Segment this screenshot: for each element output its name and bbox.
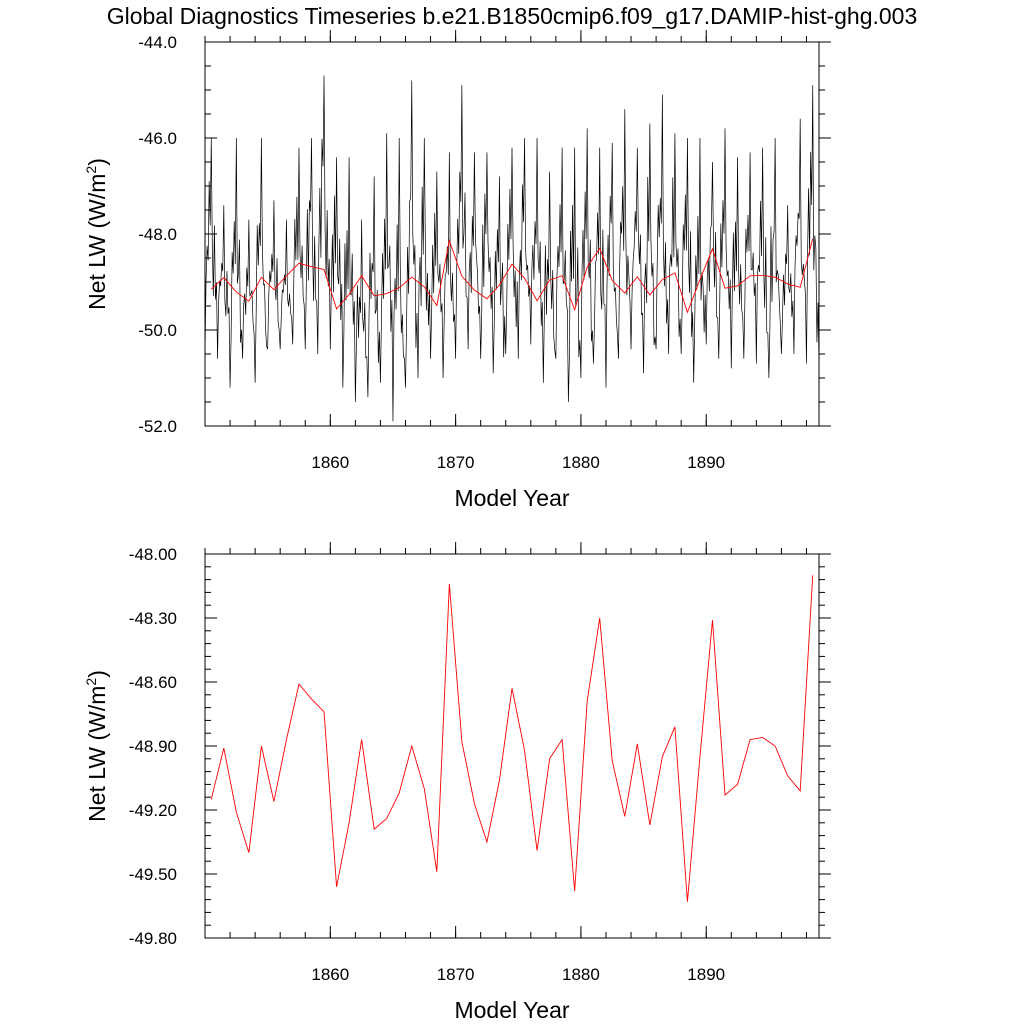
series-line-annual-p1 bbox=[210, 575, 814, 902]
plot-frame bbox=[204, 41, 820, 427]
plot-bottom-panel: 1860 1870 1880 1890 -49.80 -49.50 -49.20 -48.90… bbox=[83, 542, 831, 1023]
y-tick-label: -46.0 bbox=[138, 129, 177, 148]
y-tick-label: -49.80 bbox=[129, 929, 177, 948]
y-tick-label: -50.0 bbox=[138, 321, 177, 340]
x-tick-label: 1860 bbox=[311, 965, 349, 984]
y-tick-label: -48.30 bbox=[129, 609, 177, 628]
series-line-monthly-p0 bbox=[205, 75, 819, 422]
y-tick-label: -48.90 bbox=[129, 737, 177, 756]
x-tick-label: 1870 bbox=[437, 965, 475, 984]
y-tick-label: -52.0 bbox=[138, 417, 177, 436]
y-tick-label: -48.60 bbox=[129, 673, 177, 692]
x-tick-label: 1870 bbox=[437, 453, 475, 472]
series-line-annual-p0 bbox=[210, 238, 814, 314]
y-tick-label: -49.50 bbox=[129, 865, 177, 884]
x-tick-label: 1890 bbox=[687, 453, 725, 472]
plot-frame bbox=[204, 553, 820, 939]
y-tick-label: -48.0 bbox=[138, 225, 177, 244]
y-tick-label: -49.20 bbox=[129, 801, 177, 820]
y-tick-label: -48.00 bbox=[129, 545, 177, 564]
x-axis-label: Model Year bbox=[454, 485, 569, 511]
y-axis-label: Net LW (W/m2) bbox=[83, 670, 110, 822]
x-tick-label: 1890 bbox=[687, 965, 725, 984]
plot-top-panel: 1860 1870 1880 1890 -52.0 -50.0 -48.0 -46.0 -44.… bbox=[83, 30, 831, 511]
x-tick-label: 1880 bbox=[562, 965, 600, 984]
y-axis-label: Net LW (W/m2) bbox=[83, 158, 110, 310]
y-tick-label: -44.0 bbox=[138, 33, 177, 52]
page-title: Global Diagnostics Timeseries b.e21.B185… bbox=[107, 3, 918, 29]
x-tick-label: 1880 bbox=[562, 453, 600, 472]
x-axis-label: Model Year bbox=[454, 997, 569, 1023]
x-tick-label: 1860 bbox=[311, 453, 349, 472]
